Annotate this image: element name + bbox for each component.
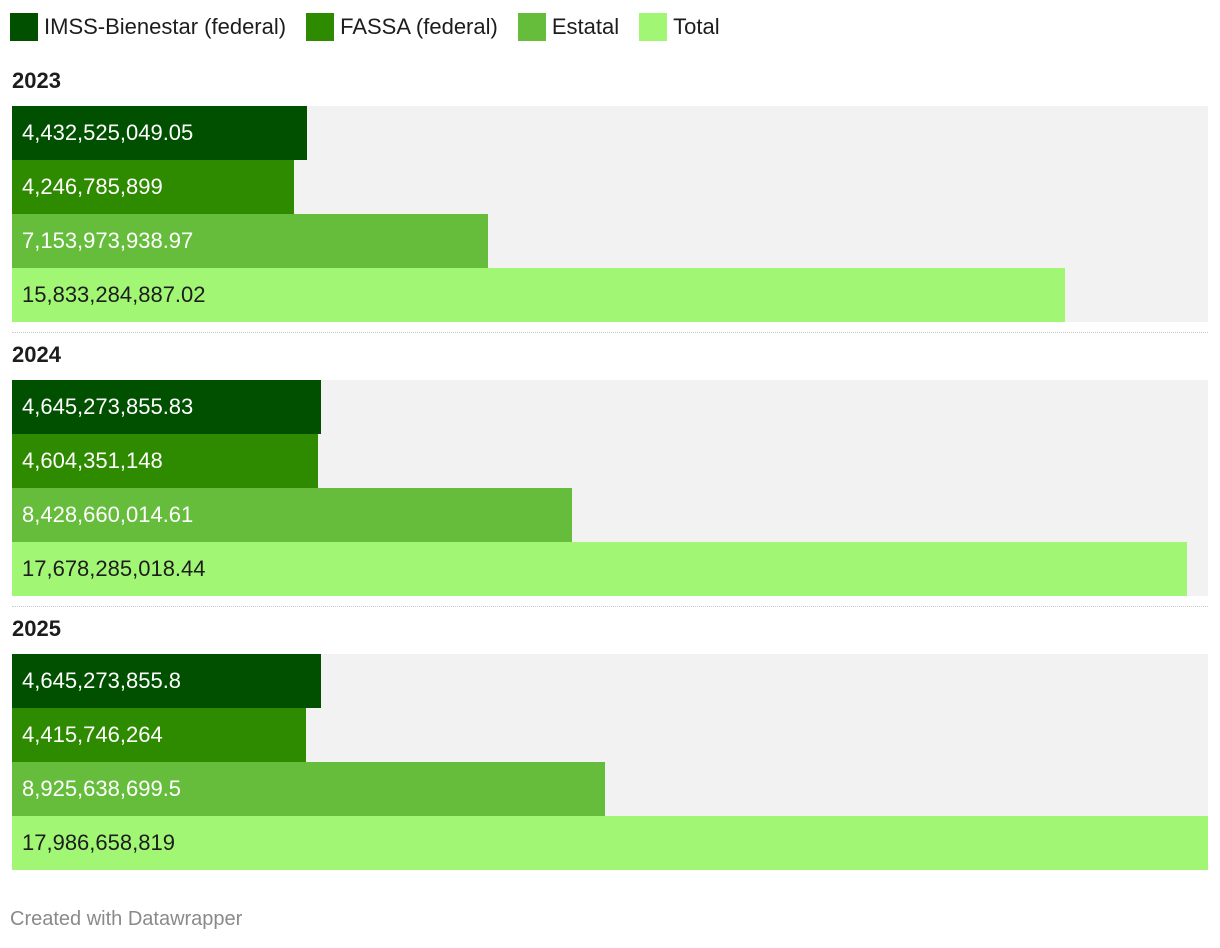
group-divider [12, 606, 1208, 607]
year-group-2024: 2024 4,645,273,855.83 4,604,351,148 8,428,6… [12, 340, 1208, 614]
legend-item: IMSS-Bienestar (federal) [10, 13, 286, 41]
bar [12, 708, 306, 762]
bar-value-label: 4,415,746,264 [22, 722, 163, 747]
legend-swatch [517, 13, 546, 41]
bar-value-label: 4,432,525,049.05 [22, 120, 194, 145]
bar [12, 762, 605, 816]
legend-label: Estatal [551, 14, 620, 39]
bar [12, 542, 1187, 596]
legend: IMSS-Bienestar (federal) FASSA (federal) E… [10, 12, 740, 42]
legend-item: FASSA (federal) [306, 13, 498, 41]
year-title: 2025 [12, 616, 61, 641]
bar-value-label: 15,833,284,887.02 [22, 282, 206, 307]
bar [12, 654, 321, 708]
footer-credit: Created with Datawrapper [10, 908, 243, 930]
legend-label: FASSA (federal) [340, 14, 498, 39]
legend-label: IMSS-Bienestar (federal) [44, 14, 287, 39]
bar [12, 488, 572, 542]
legend-label: Total [673, 14, 720, 39]
year-title: 2024 [12, 342, 61, 367]
bar-value-label: 17,678,285,018.44 [22, 556, 206, 581]
group-divider [12, 332, 1208, 333]
bar-value-label: 4,645,273,855.8 [22, 668, 182, 693]
bar [12, 268, 1065, 322]
year-title: 2023 [12, 68, 61, 93]
legend-swatch [10, 13, 38, 41]
bar-value-label: 7,153,973,938.97 [22, 228, 194, 253]
bar [12, 106, 307, 160]
bar [12, 380, 321, 434]
legend-swatch [306, 13, 335, 41]
bar [12, 214, 488, 268]
year-group-2023: 2023 4,432,525,049.05 4,246,785,899 7,153,9… [12, 66, 1208, 340]
bar [12, 434, 318, 488]
bar-value-label: 4,246,785,899 [22, 174, 163, 199]
bar-value-label: 4,604,351,148 [22, 448, 163, 473]
year-group-2025: 2025 4,645,273,855.8 4,415,746,264 8,925,63… [12, 614, 1208, 888]
bar-value-label: 4,645,273,855.83 [22, 394, 194, 419]
legend-item: Estatal [517, 13, 620, 41]
bar-value-label: 17,986,658,819 [22, 830, 175, 855]
legend-swatch [639, 13, 668, 41]
bar-chart: 2023 4,432,525,049.05 4,246,785,899 7,153,9… [12, 66, 1208, 888]
bar [12, 816, 1208, 870]
bar-value-label: 8,428,660,014.61 [22, 502, 194, 527]
bar [12, 160, 294, 214]
legend-item: Total [639, 13, 720, 41]
bar-value-label: 8,925,638,699.5 [22, 776, 182, 801]
